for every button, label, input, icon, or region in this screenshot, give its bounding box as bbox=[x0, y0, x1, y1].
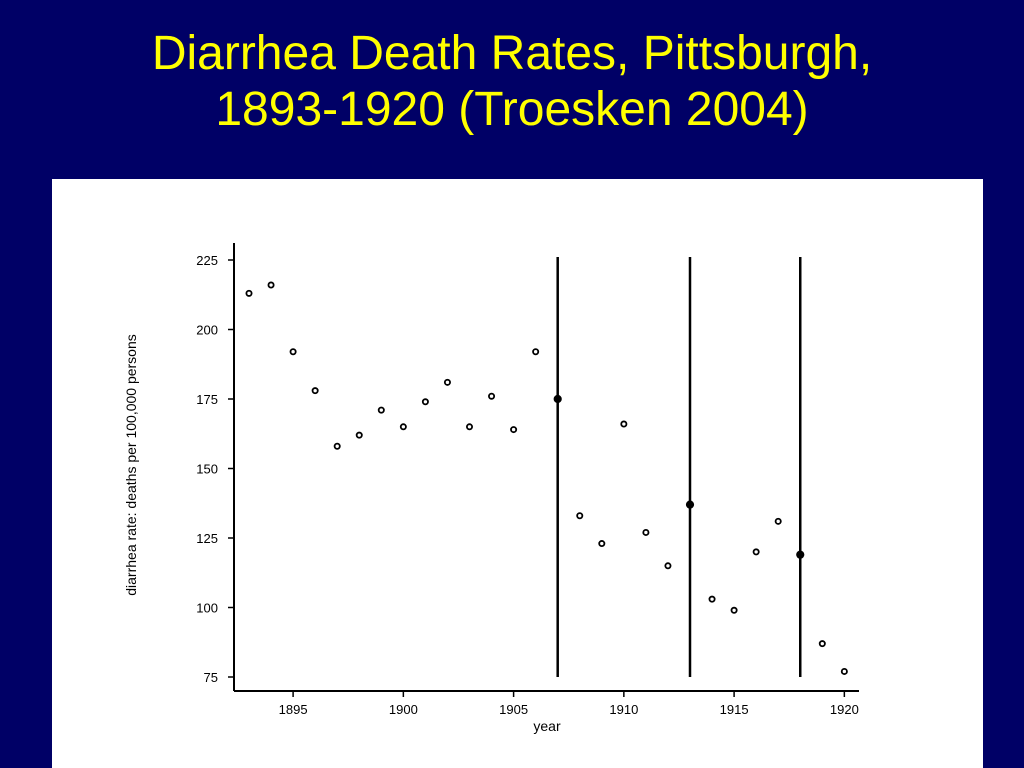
data-point bbox=[553, 394, 562, 404]
x-axis-label: year bbox=[533, 718, 561, 734]
data-point bbox=[399, 423, 407, 431]
slide-title-line-2: 1893-1920 (Troesken 2004) bbox=[215, 83, 809, 136]
slide-title-line-1: Diarrhea Death Rates, Pittsburgh, bbox=[151, 27, 873, 80]
x-tick-label: 1895 bbox=[279, 702, 308, 717]
data-point bbox=[708, 595, 716, 603]
data-point bbox=[443, 378, 451, 386]
data-point bbox=[730, 606, 738, 614]
data-point bbox=[796, 550, 805, 559]
data-point bbox=[840, 667, 848, 675]
data-point bbox=[289, 348, 297, 356]
x-tick-label: 1910 bbox=[609, 702, 638, 717]
data-point bbox=[377, 406, 385, 414]
x-tick-label: 1915 bbox=[720, 702, 749, 717]
data-point bbox=[333, 442, 341, 450]
slide-title: Diarrhea Death Rates, Pittsburgh, 1893-1… bbox=[0, 26, 1024, 138]
y-tick-label: 200 bbox=[196, 323, 218, 338]
data-point bbox=[598, 540, 606, 548]
data-point bbox=[421, 398, 429, 406]
y-tick-label: 125 bbox=[196, 531, 218, 546]
data-point bbox=[465, 423, 473, 431]
data-points bbox=[245, 281, 848, 675]
x-tick-label: 1905 bbox=[499, 702, 528, 717]
y-tick-label: 75 bbox=[204, 670, 218, 685]
data-point bbox=[642, 528, 650, 536]
x-axis: 1895 1900 1905 1910 1915 1920 bbox=[234, 690, 859, 717]
data-point bbox=[620, 420, 628, 428]
y-tick-label: 150 bbox=[196, 462, 218, 477]
scatter-chart: 75 100 125 150 175 200 225 1895 1900 1905 1910 191… bbox=[123, 243, 859, 734]
chart-panel: 75 100 125 150 175 200 225 1895 1900 1905 1910 191… bbox=[52, 179, 983, 768]
y-tick-label: 175 bbox=[196, 392, 218, 407]
data-point bbox=[488, 392, 496, 400]
data-point bbox=[576, 512, 584, 520]
data-point bbox=[752, 548, 760, 556]
data-point bbox=[818, 640, 826, 648]
y-axis: 75 100 125 150 175 200 225 bbox=[196, 243, 235, 691]
y-axis-label: diarrhea rate: deaths per 100,000 person… bbox=[123, 334, 139, 596]
data-point bbox=[355, 431, 363, 439]
data-point bbox=[532, 348, 540, 356]
data-point bbox=[510, 426, 518, 434]
x-tick-label: 1920 bbox=[830, 702, 859, 717]
data-point bbox=[267, 281, 275, 289]
data-point bbox=[245, 289, 253, 297]
y-tick-label: 225 bbox=[196, 253, 218, 268]
data-point bbox=[685, 500, 695, 509]
data-point bbox=[774, 517, 782, 525]
data-point bbox=[311, 387, 319, 395]
x-tick-label: 1900 bbox=[389, 702, 418, 717]
vertical-lines bbox=[556, 257, 802, 677]
data-point bbox=[664, 562, 672, 570]
y-tick-label: 100 bbox=[196, 601, 218, 616]
